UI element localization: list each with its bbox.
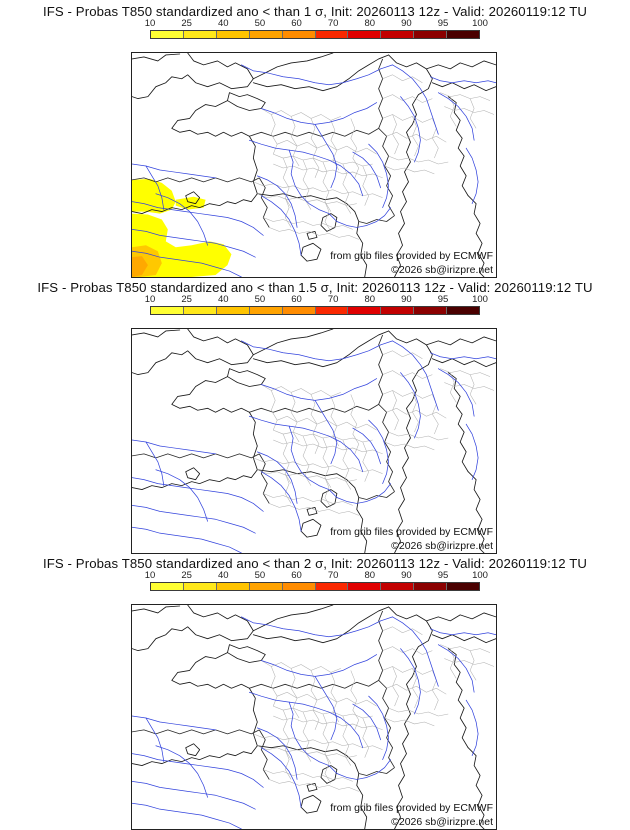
rivers	[132, 616, 496, 829]
cbar-tick-50: 50	[254, 570, 266, 581]
cbar-swatch-4	[249, 583, 283, 590]
cbar-swatch-6	[315, 583, 349, 590]
cbar-tick-90: 90	[401, 570, 412, 581]
cbar-tick-60: 60	[291, 294, 302, 305]
cbar-tick-10: 10	[144, 570, 156, 581]
cbar-tick-100: 100	[472, 570, 488, 581]
national-borders	[132, 58, 395, 228]
cbar-swatch-6	[315, 31, 349, 38]
cbar-tick-70: 70	[327, 294, 339, 305]
cbar-swatch-7	[348, 583, 382, 590]
cbar-swatch-2	[183, 31, 217, 38]
cbar-swatch-9	[414, 31, 448, 38]
cbar-tick-25: 25	[181, 18, 192, 29]
cbar-swatch-7	[348, 307, 382, 314]
cbar-swatch-8	[381, 583, 415, 590]
panel-3-colorbar-gradient	[150, 582, 480, 591]
panel-1: IFS - Probas T850 standardized ano < tha…	[0, 0, 630, 278]
department-boundaries	[253, 626, 495, 792]
panel-3-title: IFS - Probas T850 standardized ano < tha…	[42, 556, 588, 571]
coastlines	[132, 53, 496, 277]
panel-1-map-svg	[132, 53, 496, 277]
cbar-tick-60: 60	[291, 570, 302, 581]
cbar-swatch-1	[151, 307, 184, 314]
panel-2-colorbar-ticks: 10 25 40 50 60 70 80 90 95 100	[145, 294, 488, 306]
cbar-swatch-4	[249, 307, 283, 314]
cbar-tick-40: 40	[217, 18, 229, 29]
cbar-swatch-5	[282, 307, 316, 314]
cbar-swatch-5	[282, 583, 316, 590]
department-boundaries	[253, 350, 495, 516]
cbar-tick-10: 10	[144, 294, 156, 305]
cbar-swatch-8	[381, 307, 415, 314]
cbar-swatch-4	[249, 31, 283, 38]
cbar-tick-40: 40	[217, 570, 229, 581]
panel-1-colorbar-ticks: 10 25 40 50 60 70 80 90 95 100	[145, 18, 488, 30]
cbar-tick-70: 70	[327, 18, 339, 29]
cbar-tick-80: 80	[364, 18, 376, 29]
panel-2-map: from grib files provided by ECMWF ©2026 …	[131, 328, 497, 554]
cbar-tick-80: 80	[364, 294, 376, 305]
coastlines	[132, 329, 496, 553]
region-40-50-pct	[132, 256, 148, 277]
rivers	[132, 64, 496, 277]
cbar-tick-60: 60	[291, 18, 302, 29]
cbar-swatch-10	[447, 583, 480, 590]
panel-2: IFS - Probas T850 standardized ano < tha…	[0, 276, 630, 554]
cbar-tick-90: 90	[401, 294, 412, 305]
cbar-tick-100: 100	[472, 18, 488, 29]
national-borders	[132, 610, 395, 780]
cbar-tick-95: 95	[437, 18, 449, 29]
cbar-tick-10: 10	[144, 18, 156, 29]
panel-2-title: IFS - Probas T850 standardized ano < tha…	[37, 280, 593, 295]
cbar-tick-95: 95	[437, 294, 449, 305]
cbar-swatch-1	[151, 583, 184, 590]
cbar-swatch-3	[216, 583, 250, 590]
panel-3-map-svg	[132, 605, 496, 829]
cbar-tick-70: 70	[327, 570, 339, 581]
panel-3-colorbar: 10 25 40 50 60 70 80 90 95 100	[145, 570, 488, 594]
coastlines	[132, 605, 496, 829]
cbar-swatch-2	[183, 307, 217, 314]
panel-3: IFS - Probas T850 standardized ano < tha…	[0, 552, 630, 830]
panel-2-colorbar-gradient	[150, 306, 480, 315]
cbar-swatch-9	[414, 307, 448, 314]
cbar-swatch-1	[151, 31, 184, 38]
cbar-swatch-2	[183, 583, 217, 590]
cbar-tick-100: 100	[472, 294, 488, 305]
department-boundaries	[253, 74, 495, 240]
cbar-swatch-8	[381, 31, 415, 38]
cbar-tick-95: 95	[437, 570, 449, 581]
panel-2-colorbar: 10 25 40 50 60 70 80 90 95 100	[145, 294, 488, 318]
panel-1-map: from grib files provided by ECMWF ©2026 …	[131, 52, 497, 278]
cbar-tick-40: 40	[217, 294, 229, 305]
cbar-tick-80: 80	[364, 570, 376, 581]
national-borders	[132, 334, 395, 504]
cbar-tick-90: 90	[401, 18, 412, 29]
panel-1-colorbar: 10 25 40 50 60 70 80 90 95 100	[145, 18, 488, 42]
cbar-tick-50: 50	[254, 294, 266, 305]
cbar-tick-25: 25	[181, 570, 192, 581]
shaded-probability-regions	[132, 178, 232, 277]
cbar-swatch-7	[348, 31, 382, 38]
cbar-swatch-5	[282, 31, 316, 38]
panel-3-colorbar-ticks: 10 25 40 50 60 70 80 90 95 100	[145, 570, 488, 582]
panel-2-map-svg	[132, 329, 496, 553]
cbar-swatch-10	[447, 31, 480, 38]
cbar-swatch-6	[315, 307, 349, 314]
cbar-tick-50: 50	[254, 18, 266, 29]
cbar-tick-25: 25	[181, 294, 192, 305]
panel-1-colorbar-gradient	[150, 30, 480, 39]
panel-3-map: from grib files provided by ECMWF ©2026 …	[131, 604, 497, 830]
cbar-swatch-9	[414, 583, 448, 590]
rivers	[132, 340, 496, 553]
cbar-swatch-3	[216, 31, 250, 38]
cbar-swatch-3	[216, 307, 250, 314]
panel-1-title: IFS - Probas T850 standardized ano < tha…	[42, 4, 588, 19]
cbar-swatch-10	[447, 307, 480, 314]
